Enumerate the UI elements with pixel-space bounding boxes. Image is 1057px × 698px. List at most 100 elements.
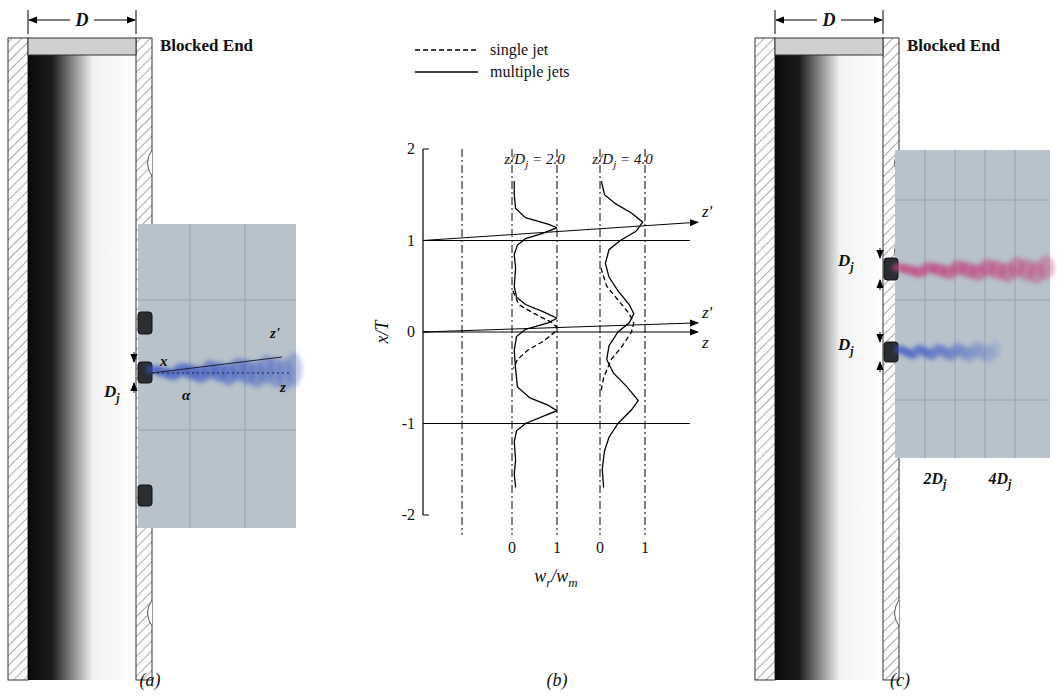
photo-grid (895, 200, 1050, 201)
blocked-end-cap (775, 38, 883, 55)
axis-arrow (423, 222, 698, 240)
x-tick-label: 0 (508, 539, 516, 556)
profile-title: z/Dj = 4.0 (591, 151, 653, 170)
z-prime-axis (152, 357, 282, 373)
text-part: 1 (407, 232, 415, 249)
text-part: 0 (596, 539, 604, 556)
axis-z-label: z (279, 379, 286, 395)
blocked-end-label: Blocked End (907, 36, 1001, 55)
text-part: α (182, 387, 191, 403)
text-part: z (279, 379, 286, 395)
legend: single jet multiple jets (415, 41, 570, 81)
profile-line (514, 181, 557, 488)
legend-key (415, 49, 478, 50)
photo-grid (985, 150, 986, 458)
x-tick-label: 0 (596, 539, 604, 556)
figure: DBlocked Endxz'zαDj(a)DBlocked EndDjDj2D… (0, 0, 1057, 698)
text-part: x/T (372, 319, 392, 345)
photo-grid (895, 400, 1050, 401)
dimension-tick (28, 10, 29, 34)
blocked-end-label: Blocked End (160, 36, 254, 55)
panel-c: DBlocked EndDjDj2Dj4Dj(c) (755, 10, 1055, 691)
dye-patch (989, 341, 1000, 359)
text-part: multiple jets (490, 63, 570, 81)
y-tick-label: 2 (407, 140, 415, 157)
y-tick-label: 1 (407, 232, 415, 249)
subscript: j (1006, 477, 1012, 491)
x-tick-line (557, 149, 558, 535)
text-part: 2D (923, 470, 944, 487)
dimension-arrow (841, 20, 882, 21)
dye-patch (1037, 256, 1054, 280)
photo-grid (955, 150, 956, 458)
dimension-tick (775, 10, 776, 34)
panel-a: DBlocked Endxz'zαDj(a) (8, 10, 302, 691)
axis-x-label: x (159, 353, 168, 369)
profile-title: z/Dj = 2.0 (503, 151, 565, 170)
dimension-tick (883, 10, 884, 34)
text-part: z/D (503, 151, 525, 167)
pipe-left-wall (8, 38, 28, 680)
x-tick-line (645, 149, 646, 535)
text-part: z/D (591, 151, 613, 167)
panel-b: -2-1012x/Tz'z'z01z/Dj = 2.001z/Dj = 4.0w… (372, 41, 713, 691)
profile-line (513, 291, 557, 369)
x-axis-title: wr/wm (534, 566, 577, 590)
text-part: (a) (140, 670, 161, 691)
distance-label: 2Dj (923, 470, 948, 491)
x-tick-label: 1 (641, 539, 649, 556)
x-tick-line (512, 149, 513, 535)
text-part: z' (701, 303, 713, 322)
text-part: x (159, 353, 168, 369)
text-part: D (75, 10, 89, 30)
subscript: j (848, 344, 854, 358)
text-part: 0 (508, 539, 516, 556)
text-part: 2 (407, 140, 415, 157)
text-part: D (103, 382, 116, 401)
text-part: w (534, 566, 546, 586)
jet-diameter-arrow (880, 248, 881, 258)
text-part: D (837, 251, 850, 270)
subscript: j (114, 391, 120, 405)
dimension-arrow (776, 20, 817, 21)
jet-diameter-label: Dj (837, 335, 854, 358)
text-part: D (837, 335, 850, 354)
arrow-label: z' (701, 303, 713, 322)
jet-diameter-arrow (880, 362, 881, 372)
text-part: = 4.0 (616, 151, 653, 167)
pipe-right-wall (883, 38, 899, 680)
photo-grid (138, 430, 296, 431)
nozzle (138, 485, 152, 506)
subscript: j (848, 260, 854, 274)
y-tick-label: -2 (402, 506, 415, 523)
legend-key (415, 71, 478, 72)
pipe-interior (28, 38, 136, 680)
wall-orifice (895, 600, 900, 626)
wall-orifice (148, 600, 153, 626)
y-tick-label: -1 (402, 415, 415, 432)
text-part: Blocked End (907, 36, 1001, 55)
photo-grid (138, 300, 296, 301)
profile-curves (601, 181, 643, 488)
text-part: 0 (407, 323, 415, 340)
y-tick (423, 515, 429, 516)
nozzle (138, 312, 152, 334)
x-tick-label: 1 (553, 539, 561, 556)
text-part: single jet (490, 41, 549, 59)
panel-label: (a) (140, 670, 161, 691)
wall-orifice (148, 150, 153, 176)
text-part: (b) (547, 670, 568, 691)
z-axis (152, 373, 292, 374)
profile-line (601, 268, 634, 392)
axis-arrow (423, 323, 698, 332)
subscript: m (568, 575, 577, 590)
blocked-end-cap (28, 38, 136, 55)
text-part: /w (550, 566, 568, 586)
diameter-label: D (75, 10, 89, 30)
photo-grid (895, 300, 1050, 301)
dimension-arrow (94, 20, 135, 21)
panel-label: (c) (890, 670, 910, 691)
arrow-label: z (701, 333, 709, 352)
text-part: 1 (553, 539, 561, 556)
dimension-arrow (29, 20, 70, 21)
